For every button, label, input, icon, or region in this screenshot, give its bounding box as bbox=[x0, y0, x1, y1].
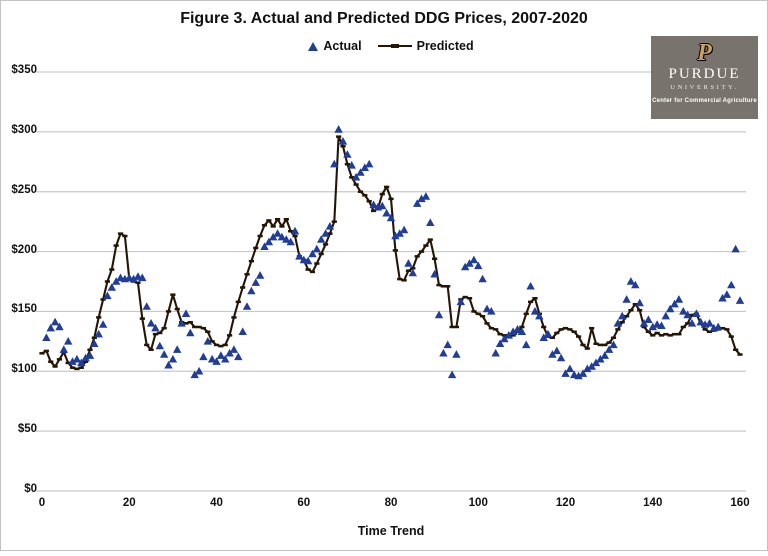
predicted-dash-marker bbox=[390, 43, 399, 49]
y-tick-label: $300 bbox=[11, 123, 37, 136]
actual-series bbox=[42, 125, 745, 380]
gridlines bbox=[36, 71, 746, 492]
x-tick-label: 140 bbox=[643, 497, 663, 509]
legend-actual-label: Actual bbox=[323, 39, 362, 53]
x-tick-label: 80 bbox=[384, 497, 398, 509]
purdue-university-text: UNIVERSITY. bbox=[670, 83, 739, 91]
actual-triangle-icon bbox=[308, 41, 319, 51]
predicted-series bbox=[39, 135, 743, 371]
y-tick-label: $0 bbox=[24, 483, 37, 495]
predicted-line-icon bbox=[377, 42, 412, 51]
x-tick-label: 0 bbox=[38, 497, 46, 509]
y-tick-label: $50 bbox=[17, 423, 37, 436]
purdue-p-icon: P bbox=[697, 40, 712, 66]
x-tick-label: 60 bbox=[297, 497, 311, 509]
x-tick-label: 40 bbox=[210, 497, 223, 509]
legend-item-actual: Actual bbox=[308, 39, 362, 53]
x-tick-label: 160 bbox=[730, 497, 750, 509]
x-axis-title: Time Trend bbox=[357, 524, 425, 538]
legend-predicted-label: Predicted bbox=[416, 39, 474, 53]
y-tick-label: $350 bbox=[11, 64, 37, 76]
y-tick-label: $250 bbox=[11, 183, 37, 196]
y-tick-label: $200 bbox=[11, 243, 37, 256]
purdue-center-text: Center for Commercial Agriculture bbox=[652, 97, 757, 104]
x-tick-label: 20 bbox=[122, 497, 136, 509]
purdue-wordmark: PURDUE bbox=[668, 66, 741, 82]
y-tick-label: $150 bbox=[11, 303, 37, 316]
actual-points bbox=[42, 125, 745, 380]
x-tick-label: 100 bbox=[468, 497, 488, 509]
chart-legend: Actual Predicted bbox=[42, 37, 740, 55]
purdue-logo: P PURDUE UNIVERSITY. Center for Commerci… bbox=[651, 36, 758, 119]
predicted-line bbox=[41, 135, 741, 370]
legend-item-predicted: Predicted bbox=[377, 39, 474, 53]
x-tick-label: 120 bbox=[555, 497, 576, 509]
y-tick-label: $100 bbox=[11, 363, 37, 376]
chart-title: Figure 3. Actual and Predicted DDG Price… bbox=[180, 10, 588, 27]
